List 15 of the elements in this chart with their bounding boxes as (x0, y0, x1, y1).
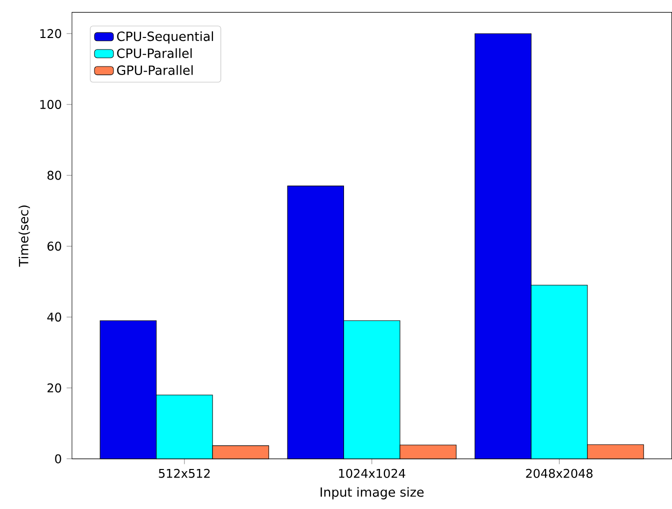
x-tick-label: 2048x2048 (526, 468, 593, 478)
x-tick-label: 1024x1024 (339, 468, 406, 478)
y-axis-title: Time(sec) (18, 206, 30, 267)
y-tick-label: 100 (40, 100, 62, 110)
y-tick-label: 40 (47, 312, 62, 322)
y-tick-label: 120 (40, 29, 62, 38)
y-tick-label: 20 (48, 384, 62, 393)
x-axis-title: Input image size (320, 487, 424, 500)
y-tick-label: 80 (47, 170, 62, 180)
legend-label: GPU-Parallel (117, 65, 193, 76)
y-tick-label: 60 (48, 242, 62, 251)
legend-label: CPU-Sequential (117, 31, 213, 44)
x-tick-label: 512x512 (158, 468, 210, 478)
y-tick-label: 0 (55, 454, 62, 464)
legend-label: CPU-Parallel (117, 48, 192, 58)
